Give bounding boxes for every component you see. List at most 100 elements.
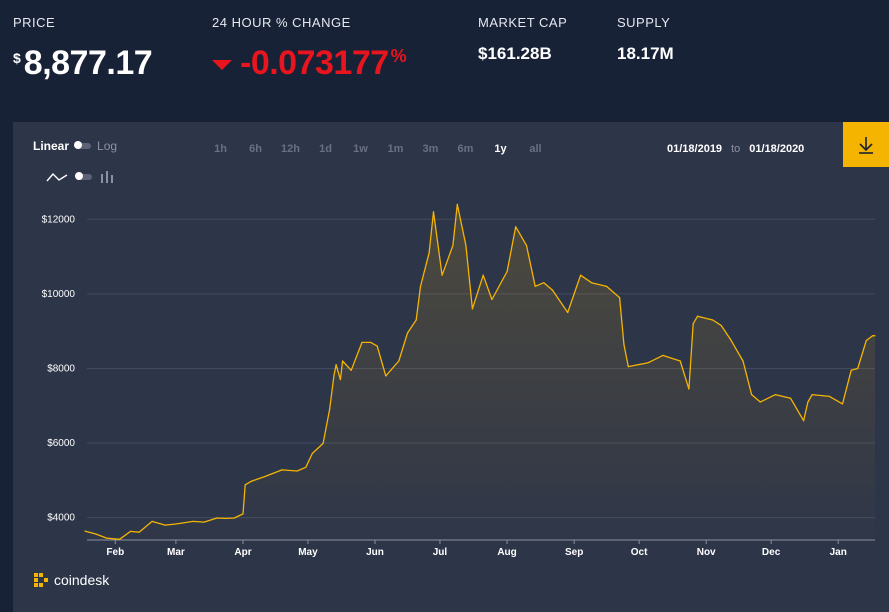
range-1y[interactable]: 1y	[494, 143, 507, 155]
price-point	[606, 285, 608, 287]
price-point	[525, 244, 528, 246]
date-to[interactable]: 01/18/2020	[749, 143, 805, 155]
price-point	[696, 315, 699, 317]
stats-bar: PRICE $ 8,877.17 24 HOUR % CHANGE -0.073…	[0, 0, 889, 110]
range-selector: 1h 6h 12h 1d 1w 1m 3m 6m 1y all	[203, 143, 553, 155]
price-point	[398, 360, 400, 362]
price-point	[720, 325, 722, 327]
price-point	[129, 530, 132, 532]
chart-type-toggle[interactable]	[46, 170, 114, 184]
range-1d[interactable]: 1d	[319, 143, 332, 155]
brand-name: coindesk	[54, 572, 110, 588]
price-point	[759, 401, 761, 403]
price-amount: 8,877.17	[23, 44, 153, 82]
price-point	[138, 531, 140, 533]
price-point	[790, 397, 792, 399]
price-point	[244, 484, 246, 486]
download-button[interactable]	[843, 122, 889, 167]
price-point	[203, 521, 205, 523]
price-point	[465, 244, 467, 246]
price-point	[106, 537, 108, 539]
price-point	[742, 360, 744, 362]
date-range: 01/18/2019 to 01/18/2020	[667, 143, 804, 155]
x-tick-label: May	[298, 547, 318, 558]
range-1w[interactable]: 1w	[353, 143, 368, 155]
range-all[interactable]: all	[529, 143, 542, 155]
price-point	[225, 517, 227, 519]
y-tick-label: $4000	[47, 513, 75, 524]
price-point	[335, 364, 337, 366]
x-tick-label: Feb	[106, 547, 124, 558]
price-point	[84, 530, 86, 532]
scale-toggle[interactable]: Linear Log	[33, 139, 117, 153]
price-point	[803, 420, 805, 422]
price-point	[865, 339, 867, 342]
change-unit: %	[390, 46, 407, 66]
price-point	[506, 270, 508, 273]
price-point	[370, 341, 372, 343]
price-point	[688, 388, 690, 390]
price-point	[580, 274, 582, 276]
y-tick-label: $12000	[42, 214, 76, 225]
price-point	[850, 369, 852, 371]
price-point	[828, 395, 831, 397]
range-6h[interactable]: 6h	[249, 143, 262, 155]
price-point	[662, 354, 664, 356]
price-point	[175, 523, 177, 525]
range-12h[interactable]: 12h	[281, 143, 300, 155]
chart-type-switch[interactable]	[75, 172, 92, 180]
price-point	[712, 319, 714, 321]
price-point	[119, 538, 121, 540]
price-point	[774, 394, 777, 396]
line-chart-icon[interactable]	[46, 171, 68, 183]
price-point	[872, 335, 874, 337]
coindesk-brand: coindesk	[34, 572, 109, 588]
y-tick-label: $8000	[47, 363, 75, 374]
scale-linear-label[interactable]: Linear	[33, 139, 70, 153]
x-tick-label: Oct	[631, 547, 648, 558]
date-to-label: to	[731, 143, 741, 155]
price-point	[385, 375, 387, 377]
price-point	[419, 285, 422, 287]
scale-switch[interactable]	[74, 141, 92, 149]
price-point	[251, 480, 253, 482]
price-point	[242, 513, 244, 515]
price-point	[376, 345, 378, 347]
range-6m[interactable]: 6m	[457, 143, 474, 155]
x-tick-label: Jun	[366, 547, 384, 558]
range-3m[interactable]: 3m	[422, 143, 439, 155]
price-point	[192, 520, 194, 522]
price-point	[264, 476, 266, 478]
price-point	[350, 369, 352, 371]
change-label: 24 HOUR % CHANGE	[212, 15, 351, 30]
price-point	[322, 442, 324, 444]
price-point	[482, 274, 484, 276]
supply-label: SUPPLY	[617, 15, 671, 30]
range-1m[interactable]: 1m	[387, 143, 404, 155]
price-point	[339, 379, 341, 381]
price-point	[432, 211, 435, 213]
price-point	[534, 285, 536, 287]
price-point	[590, 282, 593, 284]
price-point	[857, 367, 859, 370]
price-point	[811, 394, 813, 396]
range-1h[interactable]: 1h	[214, 143, 227, 155]
scale-switch-knob	[74, 141, 83, 149]
price-point	[428, 252, 430, 254]
price-point	[543, 282, 545, 284]
x-tick-label: Sep	[565, 547, 583, 558]
date-from[interactable]: 01/18/2019	[667, 143, 723, 155]
price-point	[95, 533, 97, 535]
price-point	[361, 341, 363, 343]
x-tick-label: Apr	[234, 547, 251, 558]
x-tick-label: Jul	[433, 547, 448, 558]
x-tick-label: Jan	[830, 547, 847, 558]
supply-value: 18.17M	[617, 44, 674, 63]
scale-log-label[interactable]: Log	[97, 139, 118, 153]
y-tick-label: $10000	[42, 289, 76, 300]
candle-chart-icon[interactable]	[100, 170, 114, 184]
price-point	[619, 297, 621, 299]
down-arrow-icon	[212, 60, 232, 70]
market-cap-label: MARKET CAP	[478, 15, 568, 30]
price-currency: $	[13, 50, 21, 66]
